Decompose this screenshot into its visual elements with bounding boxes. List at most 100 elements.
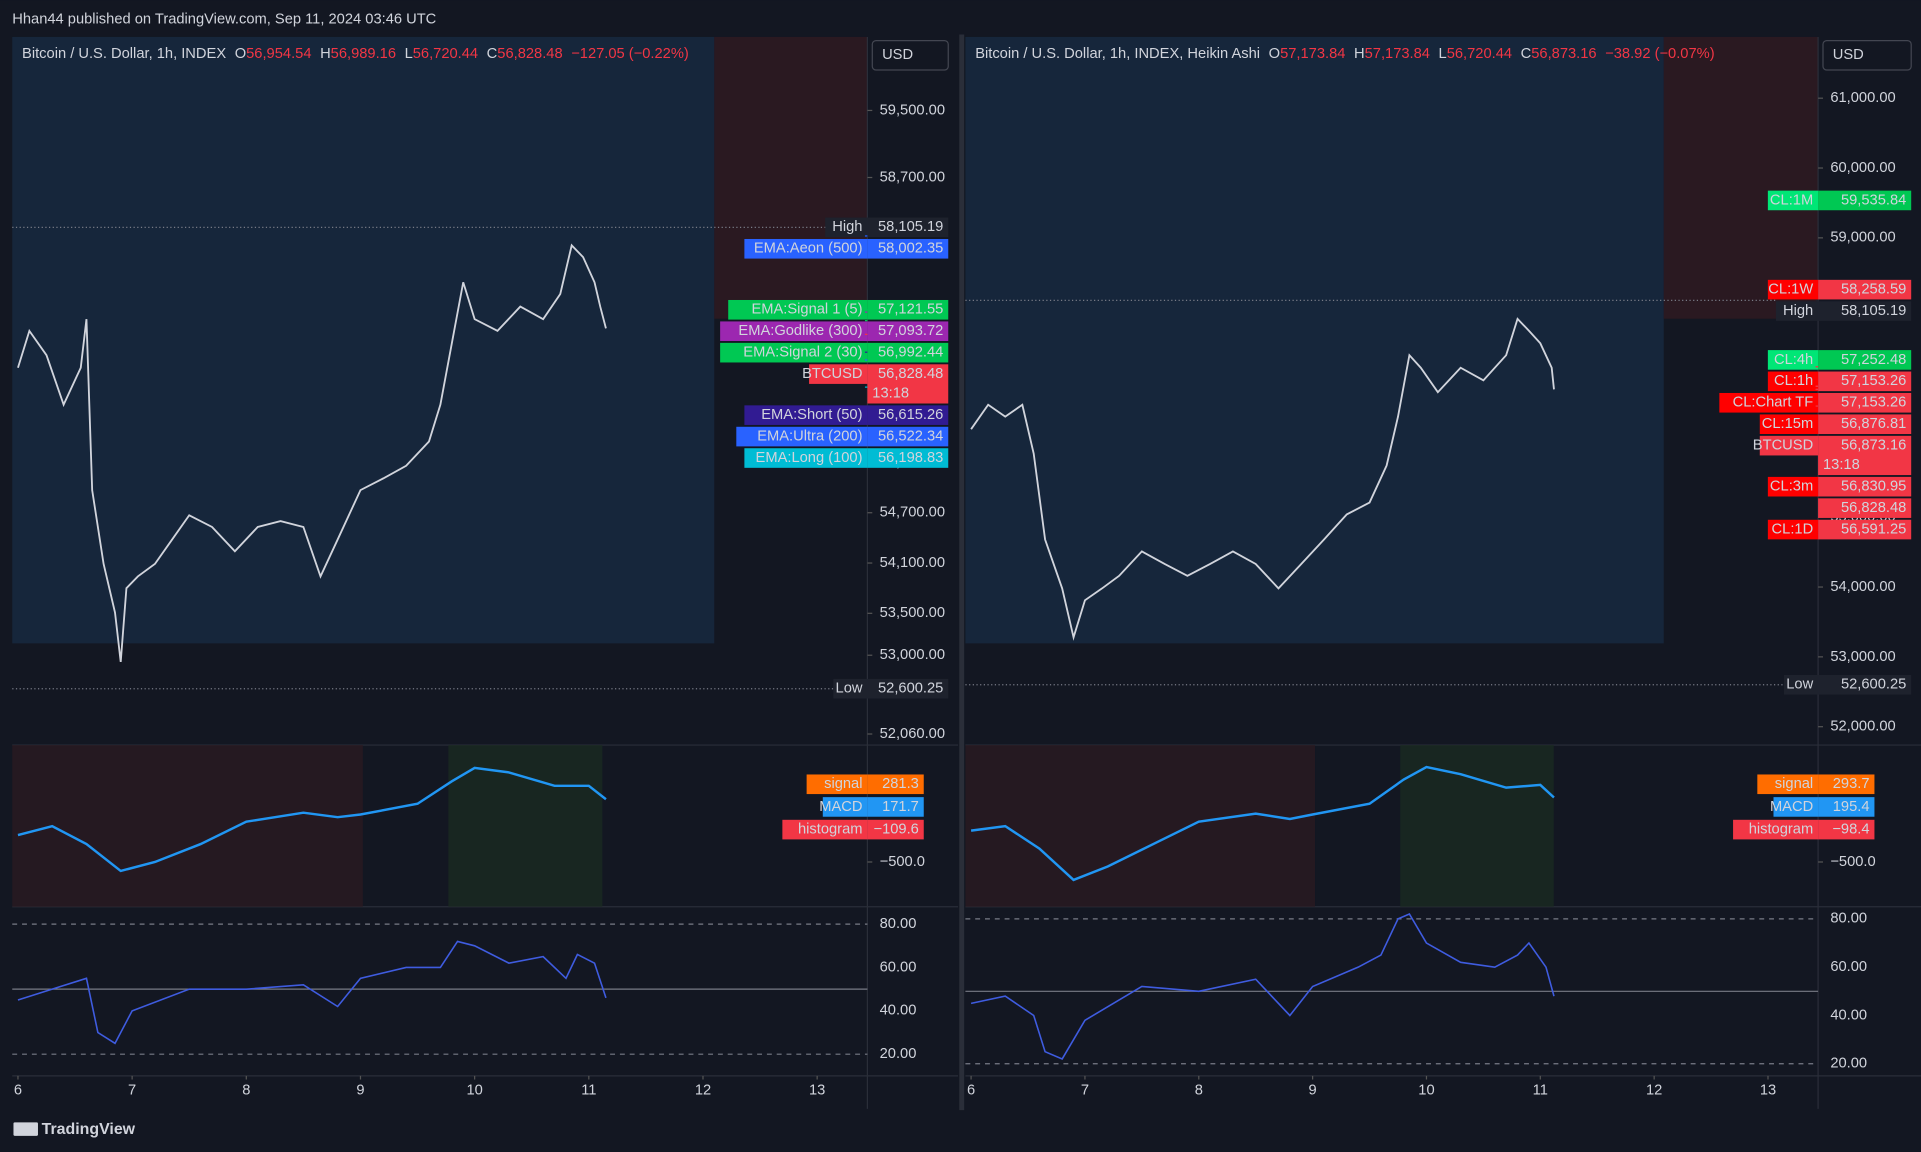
macd-name: MACD <box>819 799 862 815</box>
price-label-box <box>1818 476 1912 497</box>
x-tick-label: 6 <box>14 1082 22 1098</box>
macd-value-box <box>867 774 924 795</box>
price-pane-bg <box>965 36 1664 644</box>
price-label-name-box <box>744 405 868 425</box>
x-tick-label: 13 <box>809 1082 825 1098</box>
ohlc-value: 56,828.48 <box>497 46 562 62</box>
price-label-name: EMA:Short (50) <box>761 407 862 423</box>
y-tick-label: 52,000.00 <box>1830 719 1895 735</box>
y-tick-label: 59,500.00 <box>880 102 945 118</box>
price-label-box <box>1818 519 1912 540</box>
ohlc-value: 56,720.44 <box>1447 46 1512 62</box>
price-label-name: EMA:Aeon (500) <box>754 241 863 257</box>
price-label-name-box <box>1767 476 1819 497</box>
price-label-box <box>867 678 949 699</box>
macd-name: histogram <box>798 821 863 837</box>
macd-value: 195.4 <box>1833 799 1870 815</box>
legend: Bitcoin / U.S. Dollar, 1h, INDEX, Heikin… <box>975 46 1714 62</box>
macd-value-box <box>867 819 924 840</box>
price-pane-bg <box>12 36 715 644</box>
price-label-name: Low <box>1786 677 1813 693</box>
price-label-box <box>1818 392 1912 413</box>
ohlc-key: L <box>1439 46 1447 62</box>
macd-value: 281.3 <box>882 776 919 792</box>
x-tick-label: 7 <box>1081 1082 1089 1098</box>
price-pane-tint <box>1663 36 1819 319</box>
change: −127.05 (−0.22%) <box>571 46 689 62</box>
price-label-box <box>867 405 949 425</box>
x-tick-label: 7 <box>128 1082 136 1098</box>
footer: TradingView <box>42 1121 136 1138</box>
macd-name: signal <box>1775 776 1813 792</box>
ohlc-value: 56,720.44 <box>413 46 478 62</box>
x-tick-label: 6 <box>967 1082 975 1098</box>
macd-value-box <box>1818 797 1875 817</box>
currency-box <box>871 40 949 71</box>
macd-name: MACD <box>1770 799 1813 815</box>
rsi-tick-label: 80.00 <box>880 916 917 932</box>
price-label-name-box <box>1767 190 1819 211</box>
price-label-box <box>1818 350 1912 370</box>
macd-value-box <box>1818 774 1875 795</box>
price-line <box>17 243 607 663</box>
macd-value: 171.7 <box>882 799 919 815</box>
legend-title: Bitcoin / U.S. Dollar, 1h, INDEX, Heikin… <box>975 46 1260 62</box>
price-label-name-box <box>809 364 868 384</box>
price-label-name-box <box>1767 279 1819 300</box>
price-label-name: Low <box>836 681 863 697</box>
macd-name-box <box>1733 819 1819 840</box>
rsi-tick-label: 40.00 <box>1830 1007 1867 1023</box>
logo-mark <box>13 1122 38 1136</box>
x-tick-label: 13 <box>1760 1082 1776 1098</box>
price-label-box <box>867 342 949 363</box>
x-tick-label: 9 <box>356 1082 364 1098</box>
ohlc-value: 56,954.54 <box>246 46 311 62</box>
price-label-name-box <box>1784 674 1819 695</box>
x-tick-label: 12 <box>1646 1082 1662 1098</box>
x-tick-label: 8 <box>242 1082 250 1098</box>
price-label-name-box <box>1767 371 1819 392</box>
y-tick-label: 58,700.00 <box>880 169 945 185</box>
macd-value-box <box>867 797 924 817</box>
macd-tick-label: −500.0 <box>1830 854 1875 870</box>
price-label-value: 56,198.83 <box>878 450 943 466</box>
price-label-name-box <box>1759 414 1819 435</box>
price-label-name: EMA:Signal 1 (5) <box>751 302 862 318</box>
price-label-name-box <box>728 299 868 320</box>
price-label-box <box>1818 190 1912 211</box>
price-label-name-box <box>1767 350 1819 370</box>
macd-name: histogram <box>1749 821 1814 837</box>
chart-panel: 61,000.0060,000.0059,000.0055,000.0054,0… <box>965 36 1921 1109</box>
price-label-name: High <box>832 219 862 235</box>
price-label-name-box <box>1775 301 1819 321</box>
price-label-name: CL:15m <box>1762 416 1813 432</box>
countdown: 13:18 <box>1823 457 1860 473</box>
ohlc-key: C <box>1521 46 1532 62</box>
price-label-value: 56,828.48 <box>878 366 943 382</box>
price-label-name: CL:1W <box>1768 282 1813 298</box>
rsi-line <box>17 940 607 1045</box>
macd-bg <box>965 745 1316 907</box>
macd-value: −109.6 <box>874 821 919 837</box>
price-label-name-box <box>825 217 868 238</box>
ohlc-value: 56,989.16 <box>331 46 396 62</box>
x-tick-label: 10 <box>466 1082 482 1098</box>
price-label-name-box <box>833 678 868 699</box>
legend: Bitcoin / U.S. Dollar, 1h, INDEX O56,954.… <box>22 46 689 62</box>
rsi-tick-label: 40.00 <box>880 1003 917 1019</box>
ohlc-key: C <box>487 46 498 62</box>
price-pane-tint <box>714 36 868 319</box>
ohlc-value: 57,173.84 <box>1365 46 1430 62</box>
ohlc-key: L <box>405 46 413 62</box>
price-label-value: 57,093.72 <box>878 323 943 339</box>
ohlc-key: H <box>1354 46 1365 62</box>
price-label-name: CL:Chart TF <box>1733 395 1814 411</box>
currency: USD <box>882 47 913 63</box>
price-label-value: 56,828.48 <box>1841 500 1906 516</box>
x-tick-label: 9 <box>1309 1082 1317 1098</box>
y-tick-label: 54,100.00 <box>880 555 945 571</box>
price-label-box <box>867 426 949 447</box>
x-tick-label: 11 <box>581 1082 596 1098</box>
